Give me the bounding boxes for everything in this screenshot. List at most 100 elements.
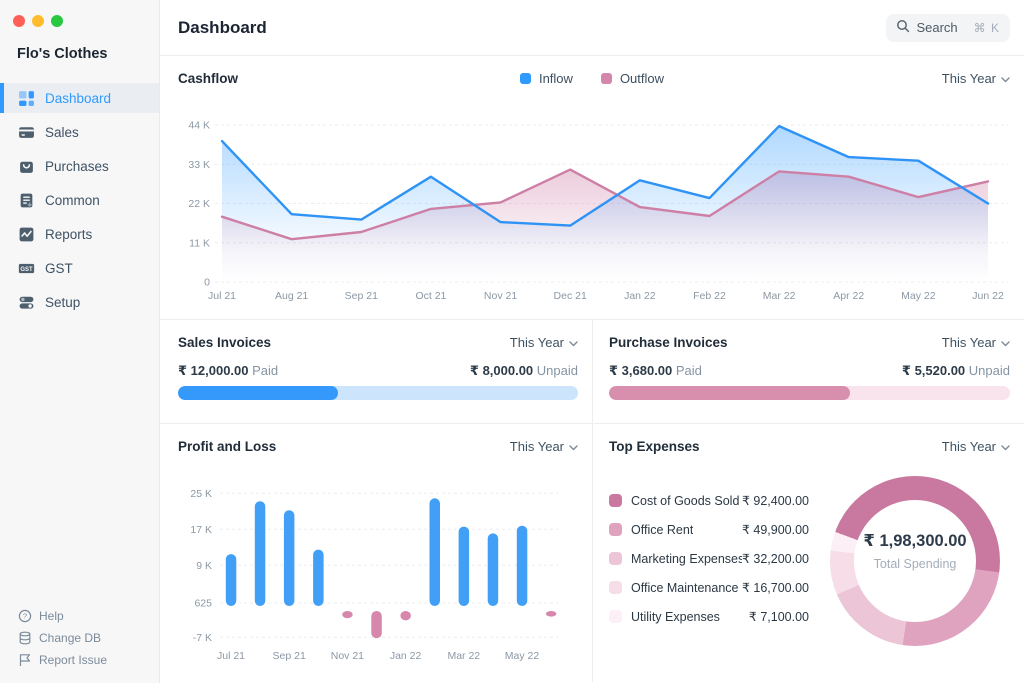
svg-text:44 K: 44 K [188,120,210,132]
purchase-invoices-period-selector[interactable]: This Year [942,335,1010,350]
svg-text:Jul 21: Jul 21 [217,650,245,662]
expense-amount: ₹ 92,400.00 [741,494,809,508]
topbar: Dashboard Search ⌘ K [160,0,1024,56]
svg-text:22 K: 22 K [188,198,210,210]
expense-swatch [609,581,622,594]
expense-swatch [609,610,622,623]
expense-swatch [609,552,622,565]
top-expenses-title: Top Expenses [609,439,700,454]
profit-loss-chart: 25 K 17 K 9 K 625 -7 K Jul 21 Sep 21 Nov 21 Jan … [190,488,558,662]
cashflow-title: Cashflow [178,71,239,86]
svg-text:?: ? [23,612,27,621]
expense-row: Marketing Expenses ₹ 32,200.00 [609,544,809,573]
sidebar-item-common[interactable]: Common [0,185,159,215]
sales-progress-fill [178,386,338,400]
svg-text:Sep 21: Sep 21 [345,290,378,302]
sidebar-item-label: Setup [45,294,81,310]
period-label: This Year [509,335,564,350]
profit-loss-period-selector[interactable]: This Year [510,439,578,454]
purchase-paid-amount: ₹ 3,680.00 Paid [609,363,702,378]
sales-invoices-title: Sales Invoices [178,335,272,350]
svg-text:0: 0 [204,277,210,289]
purchase-invoices-card: Purchase Invoices This Year ₹ 3,680.00 P… [592,320,1024,423]
profit-loss-title: Profit and Loss [178,439,277,454]
svg-text:Mar 22: Mar 22 [447,650,480,662]
top-expenses-period-selector[interactable]: This Year [942,439,1010,454]
invoices-row: Sales Invoices This Year ₹ 12,000.00 Pai… [160,320,1024,424]
purchase-unpaid-amount: ₹ 5,520.00 Unpaid [901,363,1010,378]
sidebar-item-label: Reports [45,226,93,242]
expense-row: Cost of Goods Sold ₹ 92,400.00 [609,486,809,515]
credit-card-icon [18,124,35,141]
svg-text:-7 K: -7 K [193,632,212,644]
change-db-button[interactable]: Change DB [18,627,107,649]
svg-text:GST: GST [20,266,33,272]
expenses-donut-chart: ₹ 1,98,300.00 Total Spending [830,476,1000,646]
bottom-row: Profit and Loss This Year 25 K 17 K 9 K 625… [160,424,1024,682]
maximize-window-button[interactable] [51,15,63,27]
close-window-button[interactable] [13,15,25,27]
svg-text:Feb 22: Feb 22 [693,290,726,302]
chevron-down-icon [1001,439,1010,454]
chevron-down-icon [1001,335,1010,350]
expense-label: Utility Expenses [631,609,720,624]
svg-text:May 22: May 22 [505,650,540,662]
sidebar-item-reports[interactable]: Reports [0,219,159,249]
minimize-window-button[interactable] [32,15,44,27]
sidebar-item-dashboard[interactable]: Dashboard [0,83,159,113]
sidebar-item-purchases[interactable]: Purchases [0,151,159,181]
sidebar-item-setup[interactable]: Setup [0,287,159,317]
svg-text:625: 625 [194,598,212,610]
period-label: This Year [509,439,564,454]
help-button[interactable]: ? Help [18,605,107,627]
svg-text:Jan 22: Jan 22 [390,650,422,662]
svg-text:33 K: 33 K [188,159,210,171]
expense-amount: ₹ 7,100.00 [748,610,809,624]
shopping-bag-icon [18,158,35,175]
search-label: Search [916,20,958,35]
cashflow-period-selector[interactable]: This Year [942,71,1010,86]
period-label: This Year [941,439,996,454]
chevron-down-icon [1001,71,1010,86]
footer-item-label: Help [39,609,64,623]
period-label: This Year [941,71,996,86]
svg-text:Dec 21: Dec 21 [554,290,587,302]
expense-swatch [609,523,622,536]
sidebar-item-sales[interactable]: Sales [0,117,159,147]
expense-label: Marketing Expenses [631,551,742,566]
search-button[interactable]: Search ⌘ K [886,13,1010,42]
purchase-invoices-title: Purchase Invoices [609,335,728,350]
page-title: Dashboard [178,17,267,37]
chevron-down-icon [569,439,578,454]
svg-text:Nov 21: Nov 21 [484,290,517,302]
sidebar-item-gst[interactable]: GST GST [0,253,159,283]
profit-loss-card: Profit and Loss This Year 25 K 17 K 9 K 625… [160,424,592,682]
toggles-icon [18,294,35,311]
total-spending-amount: ₹ 1,98,300.00 [863,532,967,550]
sidebar: Flo's Clothes Dashboard Sales Purchases [0,0,160,683]
database-icon [18,631,32,645]
expense-legend: Cost of Goods Sold ₹ 92,400.00 Office Re… [609,486,809,631]
sales-invoices-period-selector[interactable]: This Year [510,335,578,350]
document-icon [18,192,35,209]
svg-text:Mar 22: Mar 22 [763,290,796,302]
purchase-progress-fill [609,386,850,400]
chart-icon [18,226,35,243]
sales-invoices-card: Sales Invoices This Year ₹ 12,000.00 Pai… [160,320,592,423]
footer-item-label: Report Issue [39,653,108,667]
report-issue-button[interactable]: Report Issue [18,649,107,671]
cashflow-card: Cashflow This Year Inflow Outflow [160,56,1024,320]
sales-unpaid-amount: ₹ 8,000.00 Unpaid [469,363,578,378]
main-content: Dashboard Search ⌘ K Cashflow This Year [160,0,1024,683]
sales-progress-bar [178,386,578,400]
svg-text:May 22: May 22 [901,290,936,302]
expense-amount: ₹ 32,200.00 [741,552,809,566]
flag-icon [18,653,32,667]
sidebar-item-label: Dashboard [45,90,112,106]
top-expenses-card: Top Expenses This Year Cost of Goods Sol… [592,424,1024,682]
sidebar-item-label: Purchases [45,158,109,174]
sales-paid-amount: ₹ 12,000.00 Paid [178,363,279,378]
expense-row: Office Maintenance ₹ 16,700.00 [609,573,809,602]
svg-text:Jun 22: Jun 22 [972,290,1004,302]
